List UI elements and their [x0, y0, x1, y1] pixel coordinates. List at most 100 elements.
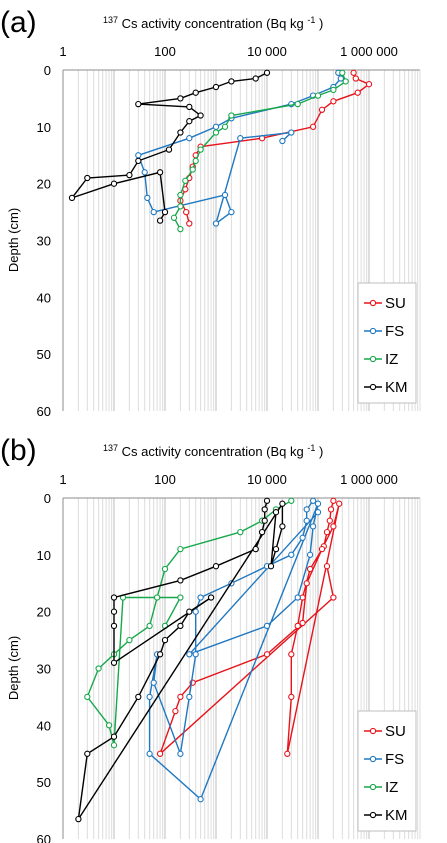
data-point-fs [212, 123, 220, 130]
data-point-su [288, 693, 295, 701]
x-axis-title-sup: -1 [307, 15, 315, 25]
legend-label: KM [385, 807, 408, 824]
x-tick-label: 10 000 [247, 472, 287, 487]
y-tick-label: 10 [37, 548, 51, 563]
y-tick-label: 30 [37, 662, 51, 677]
data-point-iz [126, 636, 133, 644]
data-point-fs [192, 608, 199, 615]
data-point-km [110, 659, 118, 666]
data-point-iz [177, 225, 184, 233]
data-point-su [336, 500, 343, 507]
data-point-fs [337, 75, 344, 82]
data-point-km [156, 169, 164, 176]
data-point-su [263, 651, 271, 658]
data-point-su [288, 651, 295, 658]
data-point-fs [306, 551, 314, 558]
y-tick-label: 20 [37, 177, 51, 192]
data-point-fs [237, 135, 244, 142]
x-tick-label: 100 [154, 44, 176, 59]
series-line-km [70, 72, 268, 221]
plot-area: 1 100 10 000 1 000 000 0 10 20 30 40 50 60 SU FS IZ KM [37, 472, 421, 843]
data-point-iz [288, 497, 295, 504]
data-point-km [186, 608, 193, 615]
data-point-km [258, 528, 266, 536]
data-point-iz [342, 78, 349, 85]
data-point-su [330, 497, 337, 504]
data-point-iz [314, 92, 322, 99]
data-point-fs [294, 594, 301, 601]
legend-marker [369, 811, 377, 819]
data-point-fs [314, 509, 322, 516]
data-point-km [110, 608, 118, 615]
y-tick-label: 40 [37, 718, 51, 733]
data-point-km [272, 545, 280, 553]
data-point-fs [186, 651, 193, 658]
legend-label: KM [385, 379, 408, 396]
data-point-km [110, 594, 118, 601]
x-tick-label: 1 000 000 [340, 472, 398, 487]
data-point-fs [314, 500, 322, 507]
y-tick-label: 40 [37, 290, 51, 305]
data-point-km [161, 636, 169, 644]
data-point-km [197, 112, 204, 119]
data-point-km [228, 78, 235, 85]
legend-marker [369, 355, 377, 363]
data-point-km [263, 497, 271, 504]
data-point-su [303, 580, 310, 587]
data-point-fs [177, 750, 184, 757]
data-point-fs [135, 152, 142, 159]
x-axis-title-main: Cs activity concentration (Bq kg [122, 16, 304, 31]
data-point-km [252, 545, 259, 553]
y-tick-label: 50 [37, 775, 51, 790]
data-point-km [156, 217, 164, 224]
data-point-iz [197, 146, 204, 153]
series-line-fs [148, 500, 319, 801]
data-point-su [318, 106, 326, 113]
data-point-km [84, 174, 91, 182]
data-point-iz [212, 129, 220, 136]
data-point-km [68, 194, 76, 202]
data-point-iz [84, 693, 91, 701]
x-axis-title-end: ) [319, 16, 323, 31]
data-point-su [309, 123, 317, 130]
data-point-km [165, 146, 173, 153]
y-tick-label: 60 [37, 832, 51, 843]
legend-label: IZ [385, 351, 398, 368]
y-tick-label: 10 [37, 120, 51, 135]
data-point-su [352, 75, 359, 82]
data-point-iz [189, 166, 196, 173]
data-point-iz [110, 742, 118, 749]
y-tick-label: 30 [37, 234, 51, 249]
data-point-su [365, 81, 373, 88]
data-point-fs [146, 750, 153, 757]
data-point-fs [309, 497, 317, 504]
data-point-su [177, 693, 184, 701]
data-point-iz [182, 177, 189, 184]
data-point-fs [150, 208, 157, 216]
data-point-fs [309, 523, 317, 530]
data-point-su [354, 89, 361, 96]
data-point-km [135, 100, 142, 108]
data-point-km [263, 69, 271, 76]
data-point-km [212, 83, 220, 91]
data-point-fs [197, 796, 204, 803]
data-point-fs [186, 693, 193, 701]
data-point-iz [177, 594, 184, 601]
data-point-km [261, 517, 268, 524]
data-point-iz [339, 69, 346, 76]
data-point-fs [288, 129, 295, 136]
panel-label: (a) [0, 6, 37, 39]
data-point-su [330, 98, 337, 105]
data-point-km [75, 815, 82, 823]
data-point-su [323, 563, 331, 570]
data-point-km [156, 651, 164, 658]
data-point-km [192, 89, 199, 96]
data-point-su [323, 528, 331, 536]
panel-label: (b) [0, 434, 37, 467]
legend-marker [369, 383, 377, 391]
data-point-su [327, 506, 335, 513]
x-tick-label: 1 [59, 44, 66, 59]
x-axis-title-end: ) [319, 444, 323, 459]
x-axis-title-sup: -1 [307, 443, 315, 453]
data-point-iz [330, 86, 337, 94]
